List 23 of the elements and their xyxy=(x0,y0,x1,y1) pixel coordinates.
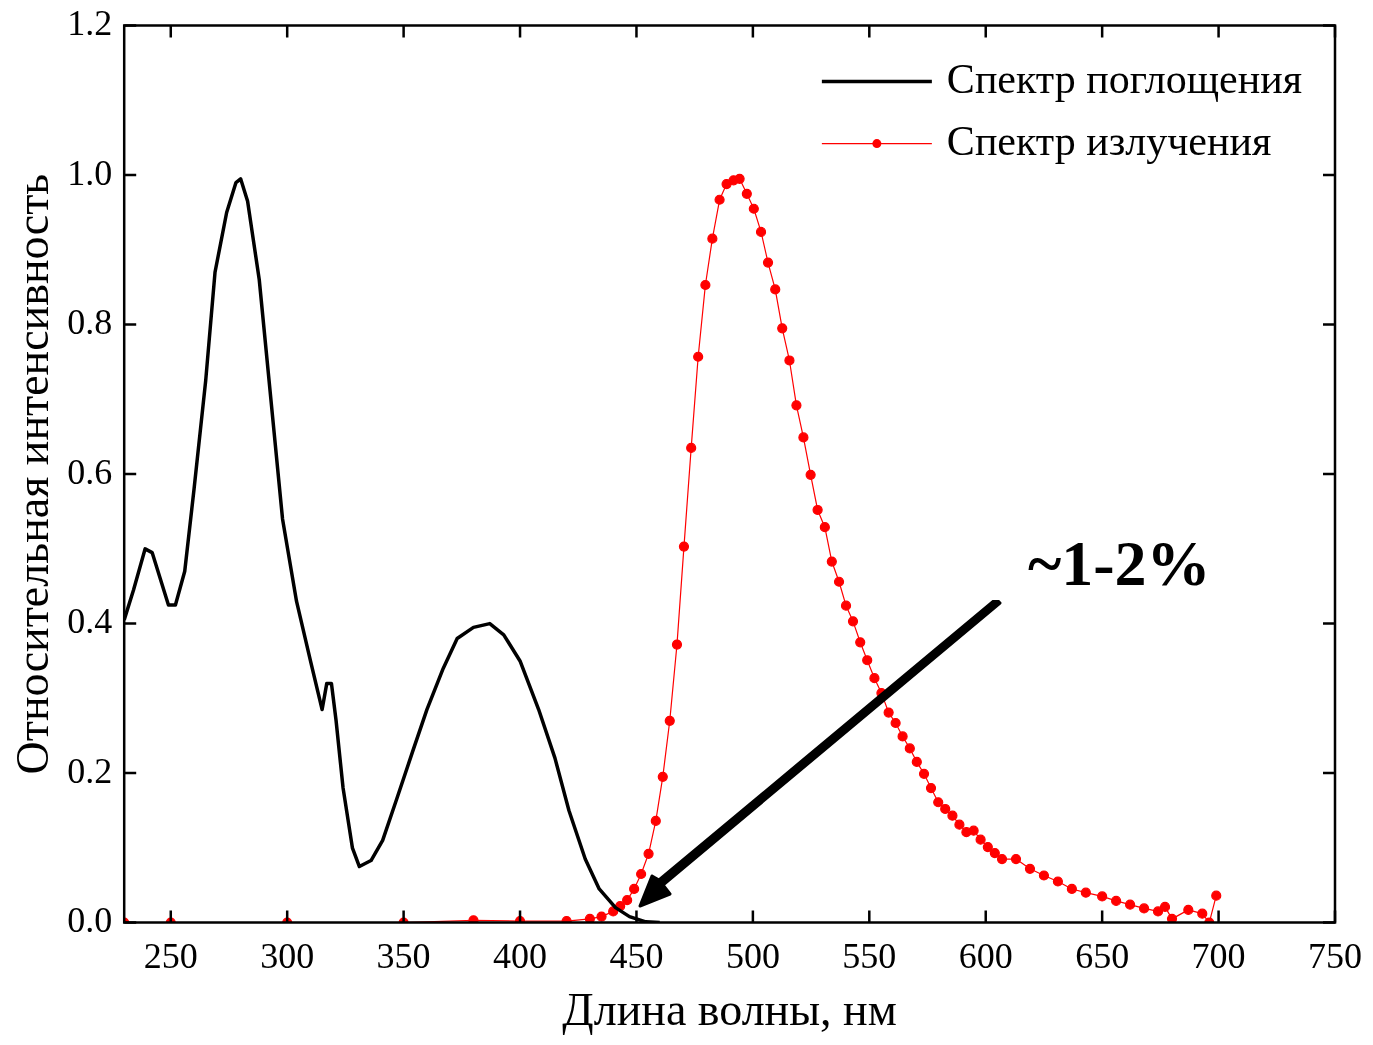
x-tick-label: 550 xyxy=(842,935,897,976)
x-tick-label: 400 xyxy=(493,935,548,976)
x-tick-label: 700 xyxy=(1191,935,1246,976)
x-tick-label: 450 xyxy=(609,935,664,976)
x-tick-label: 300 xyxy=(260,935,315,976)
x-tick-label: 250 xyxy=(143,935,198,976)
y-axis-title: Относительная интенсивность xyxy=(6,173,58,775)
legend-label: Спектр поглощения xyxy=(946,55,1303,102)
x-tick-label: 600 xyxy=(958,935,1013,976)
legend-label: Спектр излучения xyxy=(946,117,1272,164)
x-axis-title: Длина волны, нм xyxy=(562,984,897,1036)
y-tick-label: 0.2 xyxy=(67,750,113,791)
x-tick-label: 750 xyxy=(1308,935,1362,976)
x-tick-label: 350 xyxy=(376,935,431,976)
y-tick-label: 0.0 xyxy=(67,900,113,941)
x-tick-label: 650 xyxy=(1075,935,1130,976)
y-tick-label: 1.0 xyxy=(67,152,113,193)
y-tick-label: 1.2 xyxy=(67,3,113,44)
annotation: ~1-2% xyxy=(1028,528,1211,599)
y-tick-label: 0.8 xyxy=(67,302,113,343)
y-tick-label: 0.4 xyxy=(67,601,113,642)
x-tick-label: 500 xyxy=(725,935,780,976)
y-tick-label: 0.6 xyxy=(67,451,113,492)
